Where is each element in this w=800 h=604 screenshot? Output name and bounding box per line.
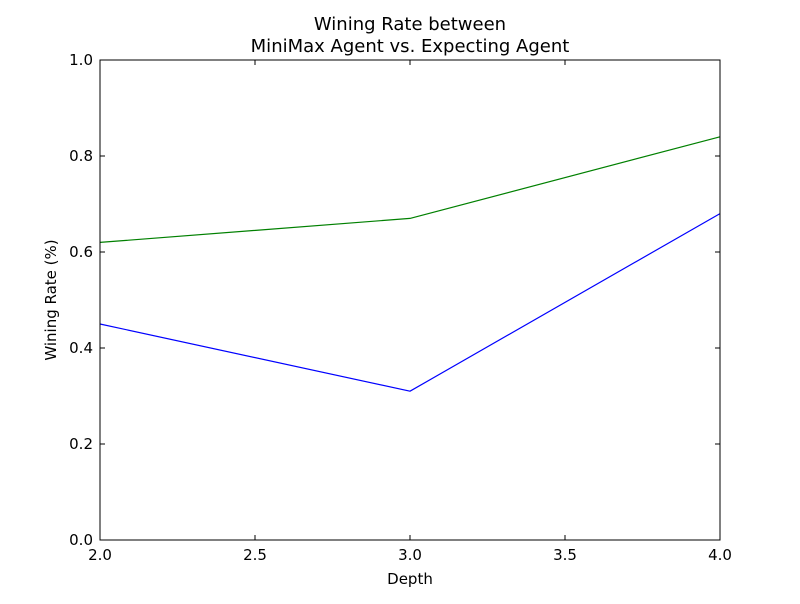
y-tick-label: 0.0 (69, 531, 93, 549)
x-tick-label: 3.0 (398, 546, 422, 564)
y-tick-label: 1.0 (69, 51, 93, 69)
x-tick-label: 4.0 (708, 546, 732, 564)
chart-title-line-2: MiniMax Agent vs. Expecting Agent (251, 36, 570, 57)
series-line-1 (99, 213, 721, 392)
chart-title-line-1: Wining Rate between (314, 14, 506, 35)
y-tick-label: 0.4 (69, 339, 93, 357)
x-tick-label: 3.5 (553, 546, 577, 564)
x-axis-label: Depth (387, 570, 433, 588)
series-layer (99, 136, 721, 392)
x-tick-label: 2.0 (88, 546, 112, 564)
y-axis-label: Wining Rate (%) (42, 239, 60, 360)
x-tick-label: 2.5 (243, 546, 267, 564)
y-tick-label: 0.8 (69, 147, 93, 165)
ticks-layer: 2.0 2.5 3.0 3.5 4.0 0.0 0.2 0.4 0.6 0.8 1.0 (69, 51, 732, 564)
y-tick-label: 0.6 (69, 243, 93, 261)
plot-frame (99, 59, 721, 541)
y-tick-label: 0.2 (69, 435, 93, 453)
series-line-2 (99, 136, 721, 243)
